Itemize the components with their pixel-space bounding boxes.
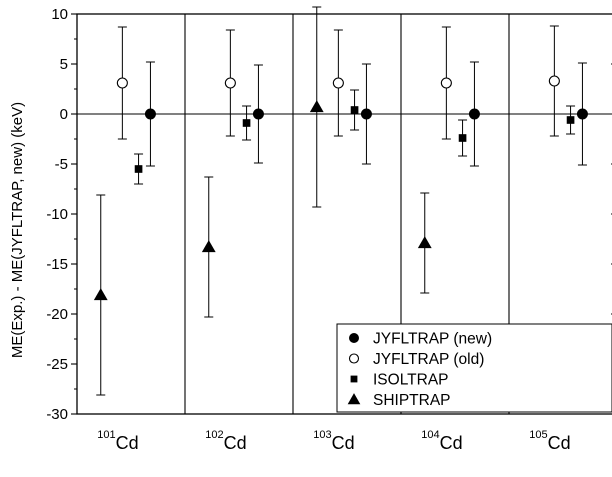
data-point: [350, 106, 359, 114]
legend-box: [336, 323, 612, 413]
y-tick-label: 5: [60, 56, 68, 73]
data-point: [440, 77, 452, 89]
data-point: [242, 119, 251, 127]
x-category-element: Cd: [116, 433, 139, 453]
y-tick-label: -20: [46, 306, 68, 323]
data-point: [458, 134, 467, 142]
legend-label: JYFLTRAP (new): [373, 331, 492, 348]
legend-label: ISOLTRAP: [373, 372, 449, 389]
x-category-element: Cd: [548, 433, 571, 453]
data-point: [417, 236, 432, 249]
x-category-mass-number: 101: [97, 429, 115, 441]
data-point: [360, 108, 372, 120]
x-category-label: 105 Cd: [529, 429, 570, 453]
y-tick-label: -10: [46, 206, 68, 223]
x-category-label: 101 Cd: [97, 429, 138, 453]
y-tick-label: 0: [60, 106, 68, 123]
markers: [93, 75, 588, 301]
x-category-element: Cd: [332, 433, 355, 453]
legend-marker: [347, 393, 361, 405]
x-category-mass-number: 103: [313, 429, 331, 441]
data-point: [332, 77, 344, 89]
data-point: [201, 240, 216, 253]
data-point: [93, 288, 108, 301]
data-point: [576, 108, 588, 120]
data-point: [548, 75, 560, 87]
y-tick-label: 10: [51, 6, 68, 23]
data-point: [566, 116, 575, 124]
data-point: [252, 108, 264, 120]
data-point: [309, 100, 324, 113]
y-tick-label: -15: [46, 256, 68, 273]
y-axis: 10 5 0 -5 -10 -15 -20 -25 -30: [46, 6, 612, 423]
data-point: [134, 165, 143, 173]
y-tick-label: -30: [46, 406, 68, 423]
x-category-mass-number: 102: [205, 429, 223, 441]
x-axis: 101 Cd 102 Cd 103 Cd 104 Cd 105 Cd: [97, 429, 570, 453]
x-category-mass-number: 105: [529, 429, 547, 441]
data-point: [116, 77, 128, 89]
y-tick-label: -25: [46, 356, 68, 373]
legend-marker: [349, 333, 359, 343]
x-category-mass-number: 104: [421, 429, 439, 441]
x-category-element: Cd: [224, 433, 247, 453]
legend-label: SHIPTRAP: [373, 392, 451, 409]
x-category-label: 102 Cd: [205, 429, 246, 453]
y-axis-title: ME(Exp.) - ME(JYFLTRAP, new) (keV): [9, 102, 26, 358]
y-tick-label: -5: [55, 156, 68, 173]
legend: JYFLTRAP (new) JYFLTRAP (old) ISOLTRAP SHIP…: [336, 323, 612, 413]
data-point: [468, 108, 480, 120]
legend-label: JYFLTRAP (old): [373, 351, 484, 368]
legend-marker: [348, 353, 360, 364]
x-category-label: 103 Cd: [313, 429, 354, 453]
x-category-element: Cd: [440, 433, 463, 453]
data-point: [144, 108, 156, 120]
data-point: [224, 77, 236, 89]
legend-marker: [350, 375, 358, 383]
x-category-label: 104 Cd: [421, 429, 462, 453]
